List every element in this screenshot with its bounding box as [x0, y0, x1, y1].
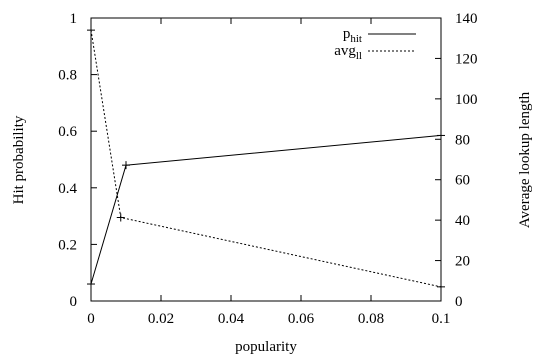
series-line-p-hit [90, 134, 442, 285]
right-y-tick-label: 0 [455, 294, 463, 310]
right-y-tick-label: 140 [455, 11, 478, 27]
legend-label-p-hit: phit [343, 26, 362, 45]
left-y-axis-title: Hit probability [11, 115, 27, 204]
left-y-tick-label: 0.6 [58, 124, 77, 140]
x-tick-label: 0 [87, 311, 95, 327]
right-y-tick-label: 20 [455, 254, 470, 270]
left-y-tick-label: 0 [70, 294, 78, 310]
series-line-avg-ll [90, 30, 442, 288]
legend-label-avg-ll-main: avg [334, 43, 356, 59]
legend-label-p-hit-sub: hit [350, 33, 362, 45]
right-y-axis-title: Average lookup length [517, 91, 533, 228]
right-y-tick-label: 120 [455, 51, 478, 67]
data-point-p-hit [437, 131, 445, 140]
x-tick-label: 0.08 [358, 311, 384, 327]
legend: phit avgll [334, 26, 416, 62]
data-point-p-hit [122, 161, 130, 170]
legend-label-avg-ll-sub: ll [356, 50, 362, 62]
x-tick-label: 0.04 [218, 311, 245, 327]
x-tick-label: 0.06 [288, 311, 315, 327]
left-y-tick-label: 0.2 [58, 237, 77, 253]
data-point-avg-ll [437, 282, 445, 291]
right-y-axis-ticks: 0 20 40 60 80 100 120 140 [435, 11, 478, 310]
right-y-tick-label: 100 [455, 92, 478, 108]
legend-label-p-hit-main: p [343, 26, 351, 42]
data-point-p-hit [87, 280, 95, 289]
left-y-tick-label: 0.8 [58, 68, 77, 84]
plot-frame [90, 17, 442, 302]
x-axis-ticks: 0 0.02 0.04 0.06 0.08 0.1 [87, 18, 450, 327]
data-point-avg-ll [87, 26, 95, 35]
legend-label-avg-ll: avgll [334, 43, 362, 62]
right-y-tick-label: 40 [455, 213, 470, 229]
series-layer [87, 26, 445, 291]
data-point-avg-ll [116, 213, 125, 222]
right-y-tick-label: 60 [455, 173, 470, 189]
left-y-axis-ticks: 0 0.2 0.4 0.6 0.8 1 [58, 11, 97, 310]
x-tick-label: 0.02 [148, 311, 174, 327]
x-tick-label: 0.1 [432, 311, 451, 327]
right-y-tick-label: 80 [455, 132, 470, 148]
left-y-tick-label: 1 [70, 11, 78, 27]
left-y-tick-label: 0.4 [58, 181, 77, 197]
x-axis-title: popularity [235, 339, 297, 355]
